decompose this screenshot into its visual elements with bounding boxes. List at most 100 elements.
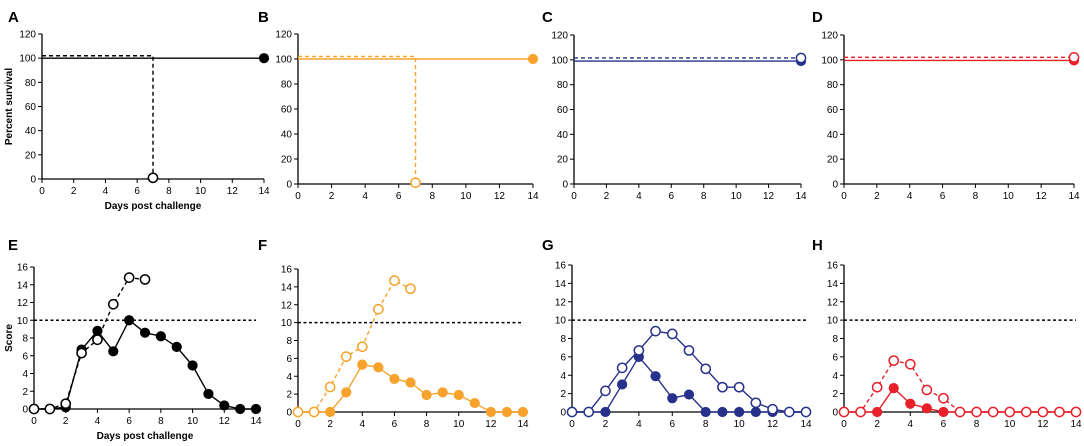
y-tick-label: 100: [551, 55, 568, 66]
data-point: [250, 403, 262, 415]
x-tick-label: 2: [71, 186, 77, 197]
data-point: [650, 325, 661, 337]
data-point: [1054, 406, 1065, 418]
panel-label: A: [8, 9, 19, 26]
x-tick-label: 14: [1068, 191, 1080, 202]
y-tick-label: 60: [827, 105, 839, 116]
x-tick-label: 4: [103, 186, 109, 197]
panel-B: B 0 20 40 60 80 100 120 0 2 4 6 8 10 12 14: [258, 9, 539, 202]
x-tick-label: 14: [250, 416, 262, 427]
y-axis-label: Score: [4, 324, 15, 352]
data-point: [987, 406, 999, 418]
x-tick-label: 8: [430, 191, 436, 202]
x-tick-label: 10: [460, 191, 472, 202]
y-tick-label: 16: [555, 261, 567, 272]
y-tick-label: 10: [827, 316, 839, 327]
data-point: [733, 381, 745, 393]
y-tick-label: 40: [827, 130, 839, 141]
y-tick-label: 8: [286, 336, 292, 347]
data-point: [219, 400, 230, 411]
data-point: [838, 406, 850, 418]
panel-H: H 0 2 4 6 8 10 12 14 16 0 2 4 6 8 10 12 14: [812, 237, 1082, 430]
x-tick-label: 10: [1004, 419, 1016, 430]
x-tick-label: 0: [569, 419, 575, 430]
x-tick-label: 0: [571, 191, 577, 202]
y-tick-label: 2: [22, 387, 28, 398]
data-point: [421, 389, 432, 401]
data-point: [750, 406, 761, 418]
data-point: [341, 387, 352, 398]
data-point: [147, 172, 159, 184]
data-point: [700, 363, 712, 375]
x-tick-label: 8: [424, 419, 430, 430]
y-tick-label: 20: [557, 155, 569, 166]
data-point: [888, 383, 899, 394]
panel-label: G: [542, 237, 554, 254]
data-point: [108, 346, 119, 357]
panel-F: F 0 2 4 6 8 10 12 14 16 0 2 4 6 8 10 12 14: [258, 237, 529, 430]
x-tick-label: 14: [517, 419, 529, 430]
y-tick-label: 120: [19, 30, 36, 41]
y-tick-label: 120: [275, 30, 292, 41]
x-tick-label: 14: [527, 191, 539, 202]
data-point: [123, 272, 135, 283]
data-point: [795, 52, 807, 64]
data-point: [92, 334, 103, 346]
x-tick-label: 12: [494, 191, 506, 202]
y-tick-label: 0: [30, 175, 36, 186]
data-point: [139, 274, 151, 285]
data-point: [139, 327, 151, 338]
x-tick-label: 4: [907, 191, 913, 202]
y-tick-label: 12: [281, 300, 293, 311]
data-point: [734, 406, 745, 418]
data-point: [767, 403, 778, 415]
y-tick-label: 4: [560, 371, 566, 382]
y-tick-label: 8: [560, 334, 566, 345]
x-tick-label: 6: [940, 191, 946, 202]
y-tick-label: 4: [286, 372, 292, 383]
y-tick-label: 6: [286, 354, 292, 365]
x-tick-label: 6: [126, 416, 132, 427]
y-tick-label: 12: [17, 298, 29, 309]
x-tick-label: 14: [795, 191, 807, 202]
data-point: [325, 406, 336, 418]
data-point: [683, 389, 695, 400]
x-axis-label: Days post challenge: [105, 201, 202, 212]
x-tick-label: 2: [874, 419, 880, 430]
x-tick-label: 6: [669, 191, 675, 202]
data-point: [904, 358, 916, 370]
data-point: [405, 377, 416, 388]
y-tick-label: 20: [281, 155, 293, 166]
series-line-dashed: [34, 276, 146, 410]
y-tick-label: 100: [275, 55, 292, 66]
x-tick-label: 8: [166, 186, 172, 197]
x-tick-label: 10: [734, 419, 746, 430]
y-tick-label: 6: [832, 352, 838, 363]
y-tick-label: 100: [19, 54, 36, 65]
data-point: [235, 403, 246, 415]
series-line-open: [572, 330, 806, 413]
data-point: [617, 379, 628, 390]
x-tick-label: 0: [295, 191, 301, 202]
data-point: [44, 403, 56, 415]
y-tick-label: 4: [22, 369, 28, 380]
panel-label: H: [812, 237, 823, 254]
data-point: [437, 387, 448, 398]
data-point: [1037, 406, 1049, 418]
x-tick-label: 12: [227, 186, 239, 197]
series-line-dashed: [298, 279, 411, 413]
x-tick-label: 12: [485, 419, 497, 430]
y-tick-label: 0: [22, 405, 28, 416]
data-point: [1004, 406, 1016, 418]
y-tick-label: 16: [17, 263, 29, 274]
y-tick-label: 80: [25, 78, 37, 89]
data-point: [357, 359, 368, 370]
y-tick-label: 120: [551, 31, 568, 42]
y-tick-label: 16: [281, 265, 293, 276]
data-point: [28, 403, 40, 415]
data-point: [155, 331, 166, 342]
y-axis-label: Percent survival: [4, 68, 15, 145]
data-point: [389, 373, 400, 385]
data-point: [203, 388, 214, 400]
